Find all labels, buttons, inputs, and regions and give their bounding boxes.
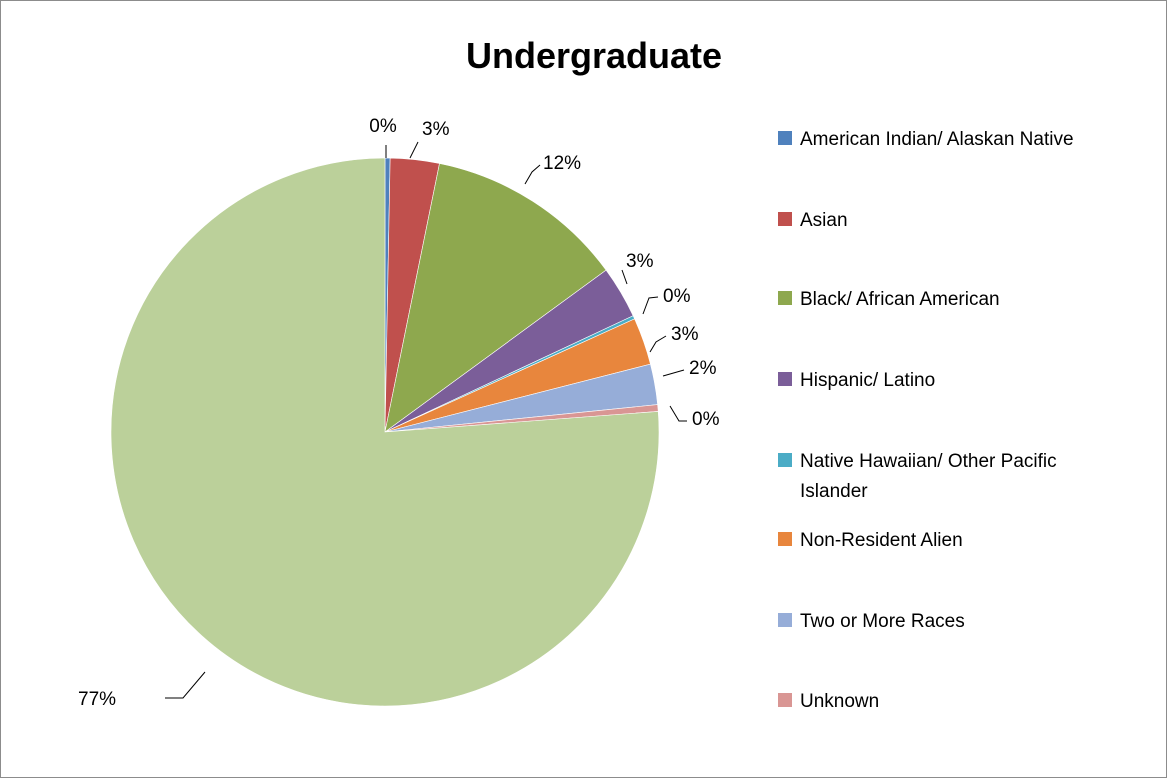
legend-label: Native Hawaiian/ Other Pacific bbox=[800, 451, 1057, 472]
legend-item-unknown: Unknown bbox=[778, 691, 879, 712]
leader-lines bbox=[165, 141, 687, 699]
legend-item-hispanic-latino: Hispanic/ Latino bbox=[778, 370, 935, 391]
legend-item-non-resident-alien: Non-Resident Alien bbox=[778, 530, 963, 551]
slice-black-african-american bbox=[384, 163, 607, 433]
legend-label: Unknown bbox=[800, 691, 879, 712]
leader-line-two-or-more-races bbox=[662, 369, 685, 377]
chart-title: Undergraduate bbox=[466, 35, 722, 76]
legend: American Indian/ Alaskan Native Asian Blac… bbox=[778, 129, 1074, 712]
data-label-american-indian-alaskan-native: 0% bbox=[369, 116, 397, 137]
legend-swatch bbox=[778, 532, 792, 546]
legend-label: American Indian/ Alaskan Native bbox=[800, 129, 1074, 150]
data-label-unknown: 0% bbox=[692, 409, 720, 430]
data-label-asian: 3% bbox=[422, 119, 450, 140]
data-label-black-african-american: 12% bbox=[543, 153, 581, 174]
legend-swatch bbox=[778, 693, 792, 707]
data-label-non-resident-alien: 3% bbox=[671, 324, 699, 345]
legend-label: Hispanic/ Latino bbox=[800, 370, 935, 391]
legend-label: Islander bbox=[800, 481, 868, 502]
legend-swatch bbox=[778, 372, 792, 386]
leader-line-non-resident-alien bbox=[649, 335, 667, 353]
legend-item-native-hawaiian-other-pacific-islander: Native Hawaiian/ Other Pacific Islander bbox=[778, 451, 1057, 502]
legend-item-two-or-more-races: Two or More Races bbox=[778, 611, 965, 632]
legend-item-american-indian-alaskan-native: American Indian/ Alaskan Native bbox=[778, 129, 1074, 150]
leader-line-asian bbox=[409, 141, 419, 159]
legend-swatch bbox=[778, 613, 792, 627]
legend-swatch bbox=[778, 453, 792, 467]
leader-line-black-african-american bbox=[524, 164, 541, 185]
leader-line-hispanic-latino bbox=[621, 269, 628, 285]
data-label-hispanic-latino: 3% bbox=[626, 251, 654, 272]
data-label-white: 77% bbox=[78, 689, 116, 710]
legend-label: Non-Resident Alien bbox=[800, 530, 963, 551]
legend-swatch bbox=[778, 131, 792, 145]
legend-item-black-african-american: Black/ African American bbox=[778, 289, 1000, 310]
leader-line-white bbox=[165, 671, 206, 699]
data-labels: 0% 3% 12% 3% 0% 3% 2% 0% 77% bbox=[78, 116, 720, 710]
data-label-two-or-more-races: 2% bbox=[689, 358, 717, 379]
legend-label: Two or More Races bbox=[800, 611, 965, 632]
legend-label: Black/ African American bbox=[800, 289, 1000, 310]
slice-white bbox=[110, 157, 660, 707]
data-label-native-hawaiian-other-pacific-islander: 0% bbox=[663, 286, 691, 307]
legend-label: Asian bbox=[800, 210, 848, 231]
leader-line-native-hawaiian-other-pacific-islander bbox=[642, 296, 659, 315]
legend-swatch bbox=[778, 291, 792, 305]
leader-line-unknown bbox=[669, 405, 687, 422]
pie-slices bbox=[110, 157, 660, 707]
legend-item-asian: Asian bbox=[778, 210, 848, 231]
legend-swatch bbox=[778, 212, 792, 226]
